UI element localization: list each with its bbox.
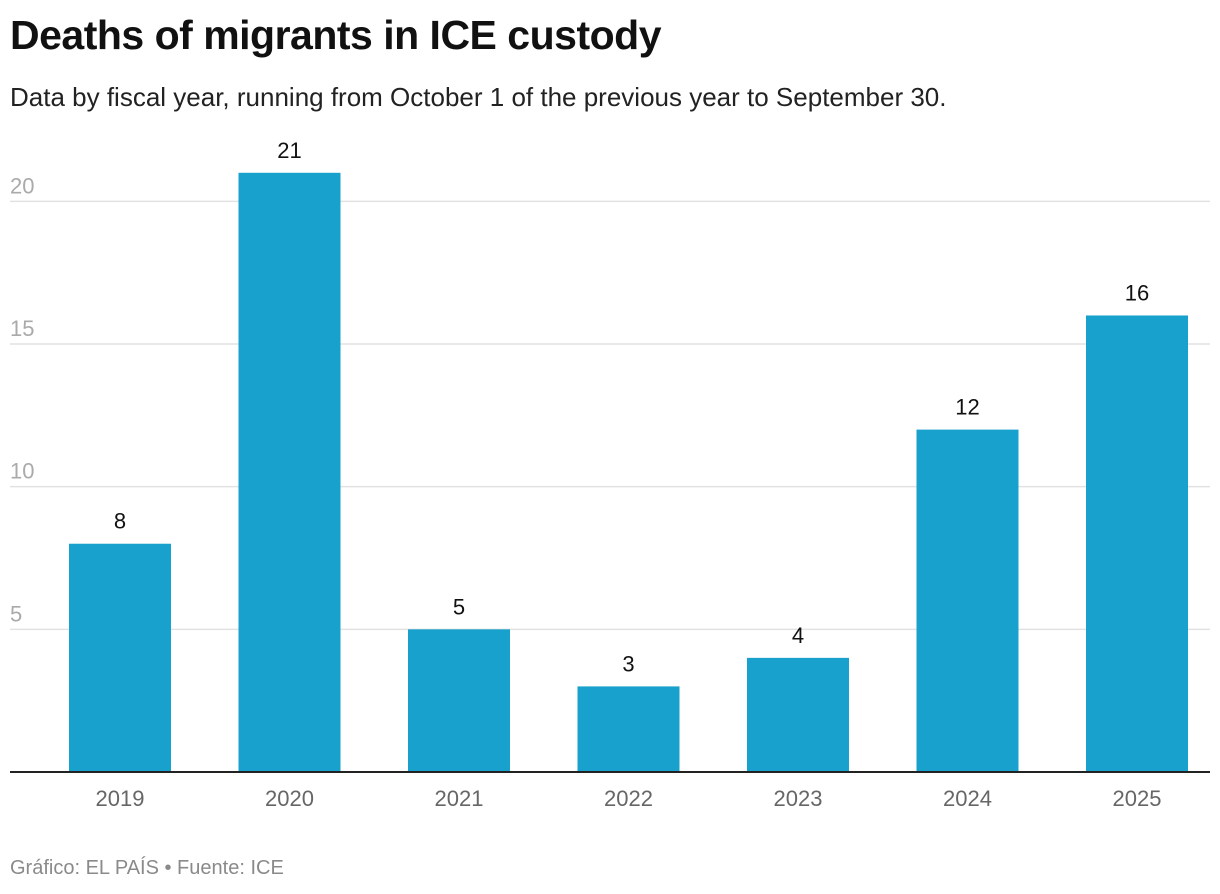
bar-2025	[1086, 315, 1188, 772]
bar-2022	[577, 686, 680, 772]
bar-2021	[408, 629, 510, 772]
bar-2023	[747, 657, 849, 772]
x-tick-label-2019: 2019	[96, 786, 145, 811]
y-tick-label-15: 15	[10, 316, 34, 341]
x-tick-label-2020: 2020	[265, 786, 314, 811]
x-tick-label-2025: 2025	[1113, 786, 1162, 811]
data-label-2020: 21	[277, 138, 301, 163]
y-tick-label-20: 20	[10, 173, 34, 198]
y-tick-label-5: 5	[10, 601, 22, 626]
x-tick-label-2021: 2021	[435, 786, 484, 811]
data-label-2024: 12	[955, 395, 979, 420]
gridlines	[10, 200, 1210, 631]
x-tick-label-2022: 2022	[604, 786, 653, 811]
bar-2024	[916, 429, 1019, 772]
data-label-2025: 16	[1125, 280, 1149, 305]
y-tick-label-10: 10	[10, 459, 34, 484]
x-tick-label-2024: 2024	[943, 786, 992, 811]
x-axis-ticks: 2019 2020 2021 2022 2023 2024 2025	[96, 786, 1162, 811]
chart-subtitle: Data by fiscal year, running from Octobe…	[10, 82, 947, 112]
x-tick-label-2023: 2023	[774, 786, 823, 811]
data-labels: 8 21 5 3 4 12 16	[114, 138, 1149, 677]
chart-title: Deaths of migrants in ICE custody	[10, 12, 662, 58]
bars	[69, 172, 1188, 773]
bar-2020	[238, 172, 341, 773]
data-label-2023: 4	[792, 623, 804, 648]
data-label-2022: 3	[622, 651, 634, 676]
data-label-2019: 8	[114, 509, 126, 534]
source-credit: Gráfico: EL PAÍS • Fuente: ICE	[10, 857, 284, 879]
data-label-2021: 5	[453, 594, 465, 619]
bar-2019	[69, 543, 171, 772]
y-axis-ticks: 5 10 15 20	[10, 173, 34, 626]
